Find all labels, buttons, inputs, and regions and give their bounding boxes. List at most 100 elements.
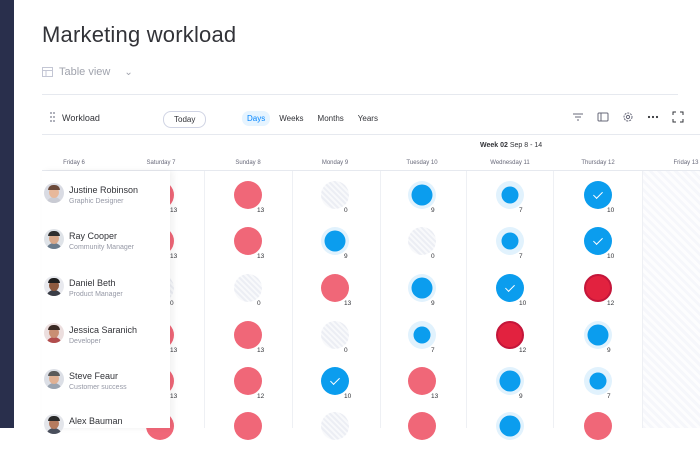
- view-label: Table view: [59, 66, 111, 78]
- hours-label: 7: [519, 207, 523, 214]
- column-line: [204, 171, 205, 428]
- filter-icon[interactable]: [572, 110, 584, 122]
- capacity-indicator: [589, 372, 607, 390]
- hours-label: 9: [519, 393, 523, 400]
- day-header: Saturday 7: [146, 160, 176, 166]
- column-line: [466, 171, 467, 428]
- tab-weeks[interactable]: Weeks: [279, 114, 304, 123]
- tab-days[interactable]: Days: [242, 111, 271, 126]
- avatar: [44, 414, 64, 434]
- header-divider: [42, 170, 700, 171]
- person-role: Customer success: [69, 384, 127, 391]
- more-icon[interactable]: [647, 110, 659, 122]
- hours-label: 13: [257, 207, 265, 214]
- overload-indicator: [234, 412, 262, 440]
- hours-label: 0: [431, 253, 435, 260]
- day-header: Friday 13: [673, 160, 699, 166]
- person-role: Graphic Designer: [69, 198, 124, 205]
- divider: [42, 94, 678, 95]
- hours-label: 12: [519, 347, 527, 354]
- full-capacity-indicator: [584, 227, 612, 255]
- view-selector[interactable]: Table view ⌄: [42, 66, 133, 78]
- hours-label: 9: [431, 300, 435, 307]
- hours-label: 0: [170, 300, 174, 307]
- person-role: Community Manager: [69, 244, 134, 251]
- day-header: Friday 6: [63, 160, 85, 166]
- drag-handle-icon[interactable]: [50, 112, 56, 124]
- weekend-shade: [642, 171, 700, 428]
- hours-label: 7: [607, 393, 611, 400]
- overload-indicator: [234, 227, 262, 255]
- hours-label: 9: [344, 253, 348, 260]
- person-row[interactable]: Alex Bauman: [42, 405, 170, 449]
- capacity-indicator: [501, 232, 519, 250]
- person-name: Steve Feaur: [69, 371, 119, 381]
- full-capacity-indicator: [584, 181, 612, 209]
- empty-indicator: [321, 321, 349, 349]
- avatar: [44, 369, 64, 389]
- check-icon: [593, 235, 603, 245]
- fullscreen-icon[interactable]: [672, 110, 684, 123]
- check-icon: [330, 375, 340, 385]
- hours-label: 13: [431, 393, 439, 400]
- critical-indicator: [584, 274, 612, 302]
- page-title: Marketing workload: [42, 22, 237, 47]
- avatar: [44, 229, 64, 249]
- overload-indicator: [234, 321, 262, 349]
- hours-label: 13: [170, 393, 178, 400]
- person-row[interactable]: Steve Feaur Customer success: [42, 360, 170, 404]
- hours-label: 9: [607, 347, 611, 354]
- overload-indicator: [321, 274, 349, 302]
- person-row[interactable]: Jessica Saranich Developer: [42, 314, 170, 358]
- hours-label: 0: [344, 347, 348, 354]
- empty-indicator: [408, 227, 436, 255]
- check-icon: [505, 282, 515, 292]
- hours-label: 10: [519, 300, 527, 307]
- capacity-indicator: [411, 277, 433, 299]
- hours-label: 9: [431, 207, 435, 214]
- column-line: [642, 171, 643, 428]
- tab-years[interactable]: Years: [357, 114, 378, 123]
- workload-toolbar: Workload Today Days Weeks Months Years: [42, 108, 684, 130]
- hours-label: 7: [519, 253, 523, 260]
- hours-label: 13: [257, 253, 265, 260]
- hours-label: 7: [431, 347, 435, 354]
- person-row[interactable]: Justine Robinson Graphic Designer: [42, 174, 170, 218]
- sidebar-icon[interactable]: [597, 110, 609, 122]
- capacity-indicator: [499, 370, 521, 392]
- avatar: [44, 183, 64, 203]
- tab-months[interactable]: Months: [317, 114, 344, 123]
- day-header: Sunday 8: [235, 160, 261, 166]
- capacity-indicator: [411, 184, 433, 206]
- person-row[interactable]: Daniel Beth Product Manager: [42, 267, 170, 311]
- empty-indicator: [321, 181, 349, 209]
- hours-label: 13: [344, 300, 352, 307]
- avatar: [44, 323, 64, 343]
- settings-icon[interactable]: [622, 110, 634, 122]
- capacity-indicator: [587, 324, 609, 346]
- person-row[interactable]: Ray Cooper Community Manager: [42, 220, 170, 264]
- week-label: Week 02 Sep 8 - 14: [480, 142, 543, 149]
- overload-indicator: [408, 412, 436, 440]
- capacity-indicator: [499, 415, 521, 437]
- toolbar-actions: [572, 110, 684, 123]
- capacity-indicator: [324, 230, 346, 252]
- avatar: [44, 276, 64, 296]
- overload-indicator: [408, 367, 436, 395]
- check-icon: [593, 189, 603, 199]
- column-line: [292, 171, 293, 428]
- people-column: Justine Robinson Graphic Designer Ray Coop…: [42, 171, 170, 434]
- full-capacity-indicator: [496, 274, 524, 302]
- person-name: Jessica Saranich: [69, 325, 138, 335]
- time-range-tabs: Days Weeks Months Years: [242, 111, 383, 126]
- hours-label: 12: [607, 300, 615, 307]
- chevron-down-icon[interactable]: ⌄: [124, 66, 133, 78]
- capacity-indicator: [413, 326, 431, 344]
- person-role: Developer: [69, 338, 101, 345]
- workload-title: Workload: [62, 113, 100, 123]
- empty-indicator: [321, 412, 349, 440]
- hours-label: 13: [257, 347, 265, 354]
- today-button[interactable]: Today: [163, 111, 207, 128]
- full-capacity-indicator: [321, 367, 349, 395]
- person-role: Product Manager: [69, 291, 123, 298]
